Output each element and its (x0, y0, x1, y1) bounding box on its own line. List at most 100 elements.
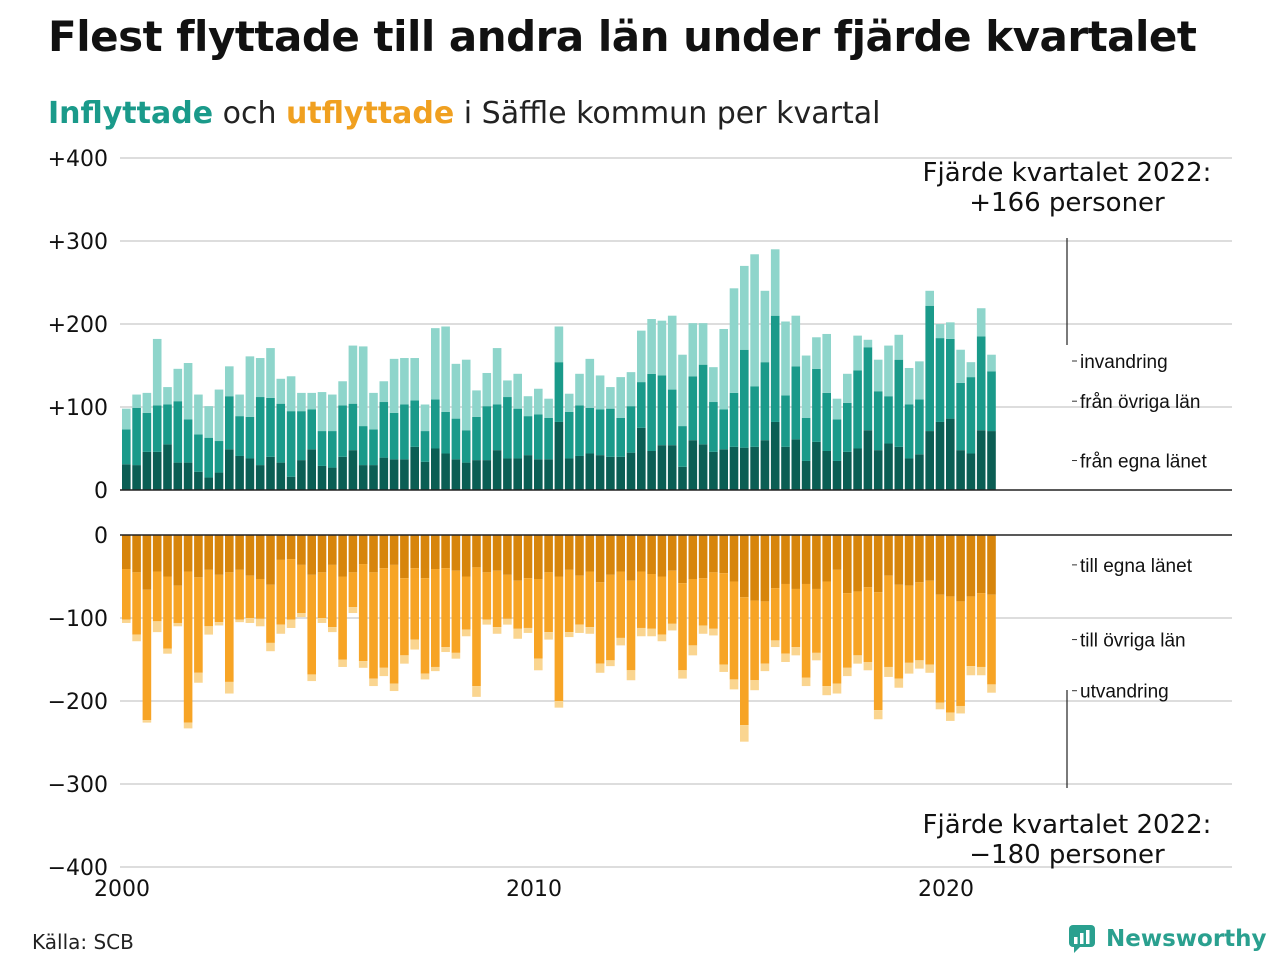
bar-segment (276, 559, 286, 625)
bar-segment (544, 398, 553, 418)
bar-segment (400, 358, 409, 405)
bar-segment (441, 326, 450, 412)
bar-segment (297, 613, 306, 618)
bar-segment (235, 535, 244, 570)
bar-segment (667, 623, 677, 631)
bar-segment (204, 569, 213, 627)
bar-segment (832, 683, 842, 694)
bar-segment (410, 639, 419, 650)
bar-segment (946, 535, 955, 597)
bar-segment (606, 535, 615, 575)
bar-segment (379, 667, 389, 677)
bar-segment (276, 624, 286, 634)
bar-segment (554, 421, 564, 490)
bar-segment (369, 465, 378, 490)
bar-segment (163, 404, 172, 445)
bar-segment (729, 581, 739, 680)
bar-segment (801, 535, 811, 584)
bar-segment (760, 663, 770, 672)
bar-segment (915, 361, 924, 400)
bar-segment (884, 666, 893, 677)
bar-segment (307, 674, 316, 682)
bar-segment (554, 535, 564, 577)
bar-segment (503, 397, 512, 459)
bar-segment (152, 405, 162, 452)
bar-segment (513, 628, 522, 639)
bar-segment (152, 621, 162, 633)
bar-segment (822, 581, 831, 687)
bar-segment (709, 572, 718, 629)
bar-segment (328, 535, 337, 565)
bar-segment (781, 446, 790, 490)
bar-segment (564, 411, 574, 459)
bar-segment (317, 535, 327, 573)
bar-segment (255, 358, 265, 398)
bar-segment (523, 627, 533, 633)
bar-segment (307, 535, 316, 575)
bar-segment (637, 427, 646, 490)
bar-segment (801, 677, 811, 687)
bar-segment (317, 618, 327, 623)
bar-segment (719, 409, 728, 450)
bar-segment (863, 430, 873, 490)
y-tick-label: 0 (94, 524, 108, 549)
bar-segment (286, 411, 296, 477)
bar-segment (183, 363, 193, 420)
bar-segment (183, 571, 193, 723)
bar-segment (657, 445, 667, 490)
bar-segment (441, 647, 450, 653)
bar-segment (461, 359, 471, 431)
bar-segment (976, 308, 986, 337)
bar-segment (760, 440, 770, 490)
bar-segment (595, 375, 605, 410)
bar-segment (142, 412, 152, 452)
bar-segment (740, 535, 749, 598)
bar-segment (606, 387, 615, 409)
bar-segment (925, 580, 934, 665)
bar-segment (688, 535, 698, 579)
bar-segment (461, 576, 471, 630)
bar-segment (235, 455, 244, 490)
bar-segment (863, 347, 873, 431)
bar-segment (276, 403, 286, 463)
bar-segment (431, 569, 440, 667)
bar-segment (523, 535, 533, 579)
bar-segment (132, 634, 141, 642)
bar-segment (358, 346, 368, 427)
bar-segment (750, 386, 759, 447)
series-label: invandring (1080, 352, 1168, 373)
bar-segment (770, 421, 780, 490)
y-tick-label: +100 (48, 396, 108, 421)
bar-segment (204, 406, 213, 438)
bar-segment (513, 408, 522, 459)
bar-segment (214, 574, 224, 623)
bar-segment (616, 456, 625, 490)
bar-segment (873, 592, 883, 711)
bar-segment (966, 596, 976, 667)
bar-segment (966, 666, 976, 676)
bar-segment (688, 645, 698, 656)
subtitle-inflyttade: Inflyttade (48, 96, 214, 131)
bar-segment (946, 712, 955, 721)
bar-segment (358, 535, 368, 565)
bar-segment (451, 363, 461, 419)
annotation-bottom-line2: −180 personer (969, 840, 1165, 870)
bar-segment (904, 367, 914, 405)
bar-segment (307, 409, 316, 450)
bar-segment (966, 362, 976, 378)
bar-segment (585, 358, 595, 408)
bar-segment (472, 567, 481, 687)
bar-segment (163, 576, 172, 649)
bar-segment (214, 622, 224, 626)
bar-segment (183, 419, 193, 463)
bar-segment (688, 578, 698, 646)
bar-segment (698, 323, 708, 365)
bar-segment (400, 404, 409, 460)
bar-segment (801, 583, 811, 678)
bar-segment (667, 570, 677, 624)
bar-segment (832, 460, 842, 490)
bar-segment (286, 535, 296, 560)
bar-segment (338, 405, 347, 457)
bar-segment (348, 403, 358, 451)
bar-segment (225, 572, 234, 682)
